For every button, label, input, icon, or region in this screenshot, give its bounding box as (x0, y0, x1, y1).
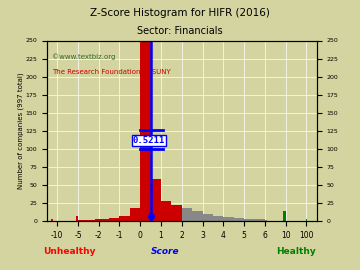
Bar (140, 42, 150, 221)
Bar (99, 218, 109, 221)
Text: Score: Score (151, 247, 180, 256)
Bar (213, 216, 223, 221)
Bar (81, 220, 85, 221)
Bar (234, 218, 244, 221)
Text: Sector: Financials: Sector: Financials (137, 26, 223, 36)
Bar (76, 216, 78, 221)
Bar (244, 218, 255, 221)
Bar (130, 208, 140, 221)
Bar (109, 218, 120, 221)
Bar (192, 211, 203, 221)
Text: Z-Score Histogram for HIFR (2016): Z-Score Histogram for HIFR (2016) (90, 8, 270, 18)
Bar (255, 219, 265, 221)
Bar (85, 220, 88, 221)
Text: The Research Foundation of SUNY: The Research Foundation of SUNY (52, 69, 171, 75)
Bar (182, 208, 192, 221)
Bar (265, 220, 267, 221)
Bar (283, 211, 285, 221)
Bar (92, 220, 95, 221)
Bar (161, 201, 171, 221)
Bar (150, 180, 161, 221)
Bar (78, 220, 81, 221)
Y-axis label: Number of companies (997 total): Number of companies (997 total) (17, 73, 24, 189)
Bar (88, 220, 92, 221)
Bar (171, 205, 182, 221)
Bar (51, 219, 53, 221)
Bar (203, 214, 213, 221)
Text: 0.5211: 0.5211 (133, 136, 165, 145)
Text: Unhealthy: Unhealthy (44, 247, 96, 256)
Bar (223, 217, 234, 221)
Bar (95, 219, 99, 221)
Text: Healthy: Healthy (276, 247, 316, 256)
Text: ©www.textbiz.org: ©www.textbiz.org (52, 53, 116, 60)
Bar (120, 216, 130, 221)
